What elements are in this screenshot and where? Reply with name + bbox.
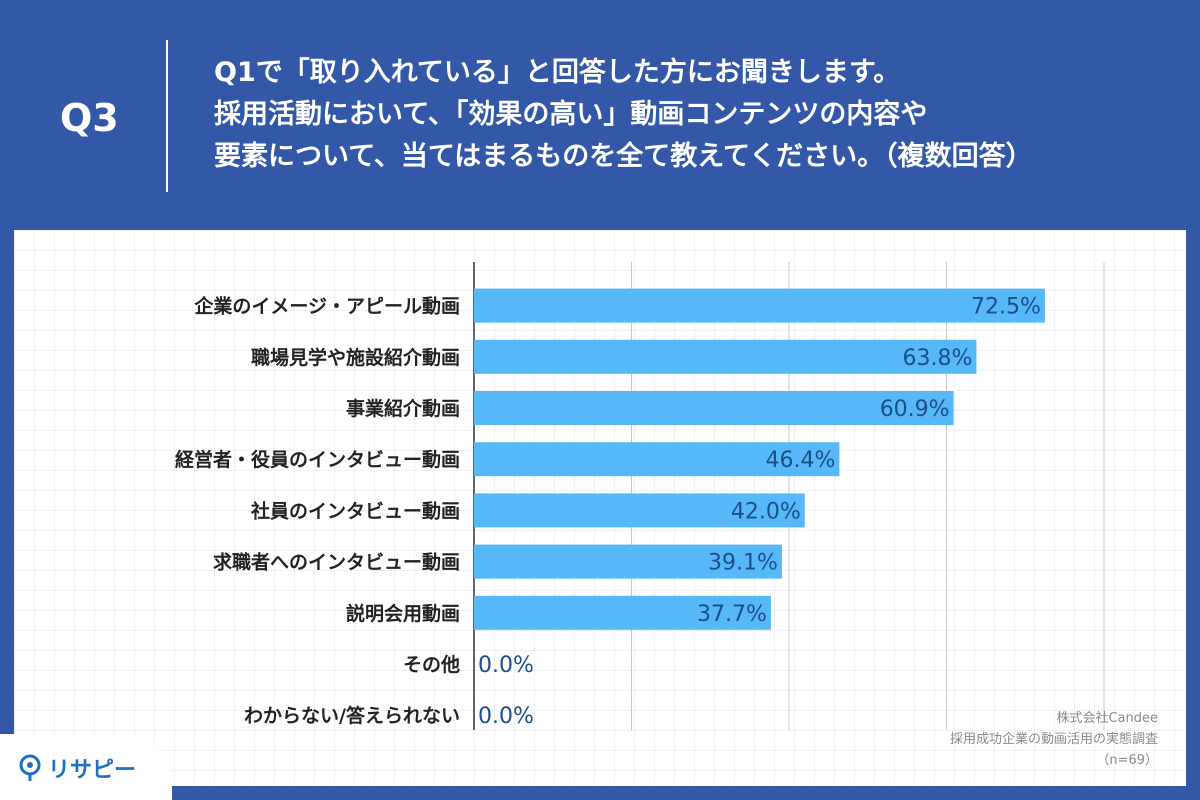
question-line-1: Q1で「取り入れている」と回答した方にお聞きします。: [214, 57, 901, 88]
value-label: 42.0%: [731, 499, 801, 524]
value-label: 0.0%: [478, 704, 534, 729]
value-label: 37.7%: [697, 602, 767, 627]
question-text: Q1で「取り入れている」と回答した方にお聞きします。 採用活動において、「効果の…: [214, 52, 1174, 178]
category-label: 説明会用動画: [346, 602, 460, 625]
category-label: 事業紹介動画: [346, 397, 460, 420]
header: Q3 Q1で「取り入れている」と回答した方にお聞きします。 採用活動において、「…: [0, 0, 1200, 230]
bar: [474, 544, 782, 579]
category-label: わからない/答えられない: [244, 704, 460, 727]
chart-panel: 企業のイメージ・アピール動画 72.5% 職場見学や施設紹介動画 63.8% 事業紹介動…: [14, 230, 1186, 786]
logo-text: リサピー: [48, 758, 137, 783]
category-label: 職場見学や施設紹介動画: [251, 346, 460, 369]
category-label: 求職者へのインタビュー動画: [213, 551, 460, 574]
category-label: 企業のイメージ・アピール動画: [193, 295, 460, 318]
brand-logo: リサピー: [0, 734, 172, 800]
value-label: 60.9%: [880, 397, 950, 422]
bar: [474, 442, 840, 477]
bar: [474, 288, 1045, 323]
bar-chart: 企業のイメージ・アピール動画 72.5% 職場見学や施設紹介動画 63.8% 事業紹介動…: [175, 262, 1105, 730]
source-sample: （n=69）: [1096, 753, 1158, 768]
question-number: Q3: [60, 96, 119, 140]
bar: [474, 493, 805, 528]
value-label: 46.4%: [766, 448, 836, 473]
bar: [474, 391, 954, 425]
question-line-3: 要素について、当てはまるものを全て教えてください。（複数回答）: [214, 141, 1033, 172]
category-label: 社員のインタビュー動画: [250, 499, 460, 522]
bar: [474, 595, 771, 630]
header-divider: [166, 40, 168, 192]
source-company: 株式会社Candee: [1056, 711, 1158, 726]
pin-icon: [19, 754, 41, 781]
category-label: その他: [403, 653, 460, 676]
source-note: 株式会社Candee 採用成功企業の動画活用の実態調査 （n=69）: [950, 708, 1158, 771]
category-label: 経営者・役員のインタビュー動画: [175, 448, 460, 471]
value-label: 72.5%: [971, 295, 1041, 320]
value-label: 63.8%: [903, 346, 973, 371]
source-survey: 採用成功企業の動画活用の実態調査: [949, 732, 1158, 747]
value-label: 39.1%: [708, 551, 778, 576]
bar: [474, 339, 977, 374]
question-line-2: 採用活動において、「効果の高い」動画コンテンツの内容や: [214, 99, 928, 130]
value-label: 0.0%: [478, 653, 534, 678]
